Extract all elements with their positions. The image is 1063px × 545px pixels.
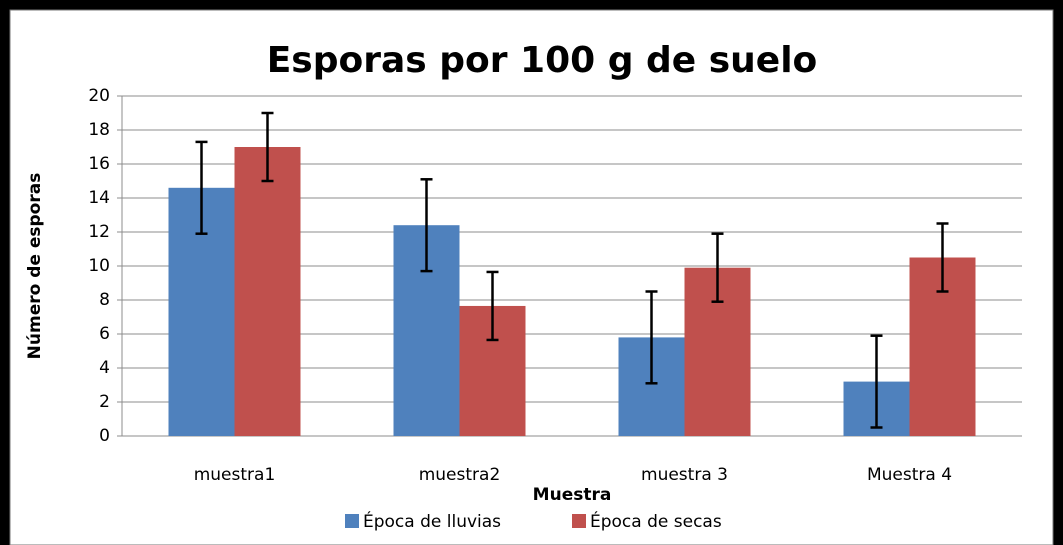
- legend-label: Época de lluvias: [363, 510, 501, 532]
- y-tick-label: 18: [88, 120, 110, 140]
- y-tick-label: 20: [88, 86, 110, 106]
- y-tick-label: 2: [99, 392, 110, 412]
- error-bar: [711, 232, 724, 303]
- error-bar: [645, 290, 658, 385]
- legend-swatch: [572, 514, 586, 528]
- legend-swatch: [345, 514, 359, 528]
- y-tick-label: 14: [88, 188, 110, 208]
- y-tick-label: 12: [88, 222, 110, 242]
- error-bar: [420, 178, 433, 273]
- error-bar: [261, 111, 274, 183]
- y-tick-label: 16: [88, 154, 110, 174]
- y-tick-label: 10: [88, 256, 110, 276]
- error-bar: [195, 140, 208, 235]
- x-tick-label: Muestra 4: [867, 465, 952, 485]
- bar: [234, 147, 301, 436]
- x-axis-label: Muestra: [533, 485, 612, 505]
- y-tick-label: 6: [99, 324, 110, 344]
- y-axis-label: Número de esporas: [25, 173, 45, 360]
- error-bar: [486, 270, 499, 342]
- x-tick-label: muestra 3: [641, 465, 728, 485]
- legend-label: Época de secas: [590, 510, 722, 532]
- error-bar: [936, 222, 949, 293]
- x-tick-label: muestra1: [194, 465, 276, 485]
- error-bar: [870, 334, 883, 429]
- y-tick-label: 8: [99, 290, 110, 310]
- chart-title: Esporas por 100 g de suelo: [267, 40, 818, 81]
- y-tick-label: 0: [99, 426, 110, 446]
- y-tick-label: 4: [99, 358, 110, 378]
- x-tick-label: muestra2: [419, 465, 501, 485]
